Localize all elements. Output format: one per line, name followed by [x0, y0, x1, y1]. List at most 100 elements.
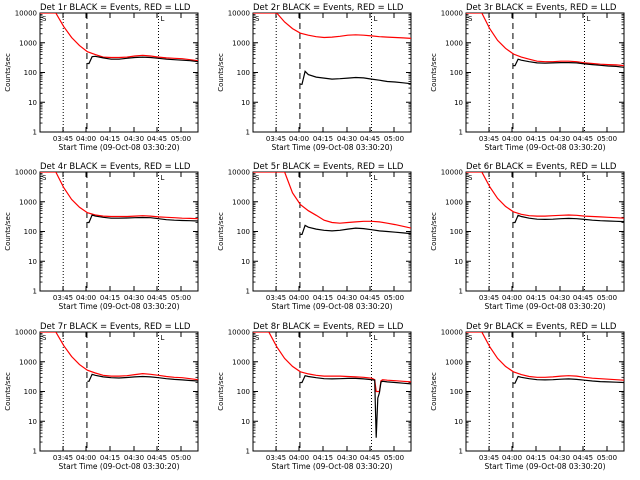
plot-panel-4: Det 4r BLACK = Events, RED = LLD 1 10 100 10… [4, 162, 199, 311]
series-line-events [300, 70, 411, 85]
marker-label-right: L [587, 15, 591, 23]
y-tick-label: 1 [459, 448, 463, 456]
marker-label-right: L [587, 174, 591, 182]
series-line-lld [40, 172, 198, 220]
x-tick-label: 05:00 [597, 135, 617, 143]
x-tick-label: 04:45 [573, 454, 593, 462]
x-tick-label: 04:45 [360, 294, 380, 302]
x-tick-label: 05:00 [384, 454, 404, 462]
x-tick-label: 05:00 [171, 294, 191, 302]
x-tick-label: 04:00 [289, 294, 309, 302]
y-axis-label: Counts/sec [430, 53, 438, 92]
x-tick-label: 04:30 [550, 454, 570, 462]
marker-label: S [255, 334, 260, 342]
x-tick-label: 04:00 [502, 294, 522, 302]
y-tick-label: 10 [454, 418, 463, 426]
series-line-events [87, 55, 198, 65]
y-tick-label: 10000 [15, 329, 37, 337]
x-tick-label: 04:30 [124, 135, 144, 143]
y-tick-label: 1000 [19, 198, 37, 206]
y-tick-label: 1 [246, 129, 250, 137]
y-tick-label: 1 [33, 448, 37, 456]
series-line-lld [253, 332, 411, 393]
axes-frame [39, 331, 199, 452]
x-tick-label: 04:15 [526, 454, 546, 462]
y-tick-label: 1 [459, 288, 463, 296]
y-axis-label: Counts/sec [430, 372, 438, 411]
y-tick-label: 10 [454, 99, 463, 107]
y-tick-label: 1000 [232, 39, 250, 47]
series-line-lld [253, 172, 411, 229]
x-tick-label: 04:30 [550, 294, 570, 302]
x-tick-label: 03:45 [53, 294, 73, 302]
marker-label: S [468, 15, 473, 23]
x-tick-label: 04:15 [313, 294, 333, 302]
x-tick-label: 04:30 [124, 454, 144, 462]
series-line-events [513, 375, 624, 384]
x-tick-label: 04:45 [147, 135, 167, 143]
marker-label: S [468, 334, 473, 342]
x-tick-label: 04:30 [337, 135, 357, 143]
plot-title: Det 9r BLACK = Events, RED = LLD [466, 322, 617, 332]
x-tick-label: 03:45 [266, 454, 286, 462]
x-axis-label: Start Time (09-Oct-08 03:30:20) [271, 302, 392, 311]
y-tick-label: 10000 [228, 169, 250, 177]
y-tick-label: 10000 [15, 10, 37, 18]
marker-label: S [255, 15, 260, 23]
y-tick-label: 100 [450, 228, 463, 236]
y-tick-label: 1 [246, 288, 250, 296]
plot-title: Det 3r BLACK = Events, RED = LLD [466, 3, 617, 13]
axes-frame [465, 171, 625, 292]
y-tick-label: 10000 [441, 10, 463, 18]
axes-frame [252, 12, 412, 133]
marker-label-right: L [374, 174, 378, 182]
plot-panel-5: Det 5r BLACK = Events, RED = LLD 1 10 100 10… [217, 162, 412, 311]
y-tick-label: 10 [241, 99, 250, 107]
x-tick-label: 04:30 [124, 294, 144, 302]
axes-frame [465, 12, 625, 133]
y-tick-label: 100 [237, 388, 250, 396]
x-tick-label: 03:45 [53, 135, 73, 143]
marker-label-right: L [587, 334, 591, 342]
axes-frame [465, 331, 625, 452]
x-tick-label: 04:15 [100, 454, 120, 462]
x-tick-label: 04:45 [573, 135, 593, 143]
y-tick-label: 10 [241, 418, 250, 426]
x-tick-label: 05:00 [384, 294, 404, 302]
y-tick-label: 1000 [19, 358, 37, 366]
x-axis-label: Start Time (09-Oct-08 03:30:20) [58, 302, 179, 311]
x-tick-label: 03:45 [53, 454, 73, 462]
series-line-events [513, 214, 624, 224]
y-axis-label: Counts/sec [430, 212, 438, 251]
marker-label-right: L [161, 174, 165, 182]
x-axis-label: Start Time (09-Oct-08 03:30:20) [484, 302, 605, 311]
x-tick-label: 04:15 [100, 294, 120, 302]
y-tick-label: 10000 [228, 329, 250, 337]
y-tick-label: 100 [450, 69, 463, 77]
x-tick-label: 04:45 [147, 294, 167, 302]
plot-panel-7: Det 7r BLACK = Events, RED = LLD 1 10 100 10… [4, 322, 199, 471]
y-tick-label: 1000 [445, 358, 463, 366]
plot-panel-9: Det 9r BLACK = Events, RED = LLD 1 10 100 10… [430, 322, 625, 471]
x-tick-label: 04:45 [360, 135, 380, 143]
y-tick-label: 10000 [441, 329, 463, 337]
y-tick-label: 1 [33, 129, 37, 137]
x-tick-label: 04:00 [76, 294, 96, 302]
y-axis-label: Counts/sec [217, 212, 225, 251]
x-axis-label: Start Time (09-Oct-08 03:30:20) [484, 143, 605, 152]
x-tick-label: 04:15 [313, 454, 333, 462]
y-axis-label: Counts/sec [4, 53, 12, 92]
y-tick-label: 100 [24, 388, 37, 396]
marker-label: S [42, 334, 47, 342]
plot-title: Det 4r BLACK = Events, RED = LLD [40, 162, 191, 172]
y-tick-label: 1 [33, 288, 37, 296]
marker-label: S [42, 15, 47, 23]
series-line-events [300, 374, 411, 438]
y-tick-label: 100 [24, 69, 37, 77]
axes-frame [39, 171, 199, 292]
plot-panel-8: Det 8r BLACK = Events, RED = LLD 1 10 100 10… [217, 322, 412, 471]
x-tick-label: 05:00 [597, 454, 617, 462]
plot-panel-6: Det 6r BLACK = Events, RED = LLD 1 10 100 10… [430, 162, 625, 311]
y-axis-label: Counts/sec [4, 372, 12, 411]
